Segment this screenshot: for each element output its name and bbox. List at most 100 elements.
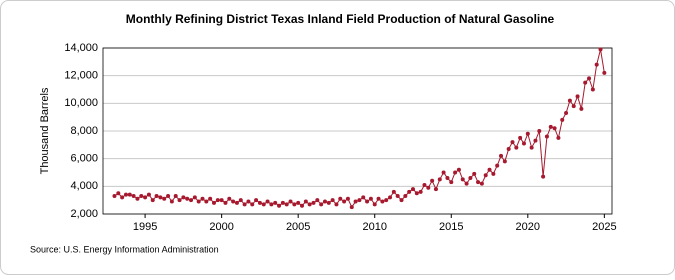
plot-border	[102, 47, 613, 215]
data-point	[495, 163, 500, 168]
data-point	[422, 182, 427, 187]
data-point	[234, 200, 239, 205]
data-point	[430, 178, 435, 183]
data-point	[330, 198, 335, 203]
data-point	[123, 192, 128, 197]
data-point	[433, 187, 438, 192]
data-point	[334, 202, 339, 207]
data-point	[521, 141, 526, 146]
data-point	[185, 196, 190, 201]
data-point	[456, 167, 461, 172]
data-point	[414, 191, 419, 196]
data-point	[472, 171, 477, 176]
data-point	[223, 200, 228, 205]
data-point	[338, 196, 343, 201]
data-point	[445, 176, 450, 181]
data-point	[372, 202, 377, 207]
data-point	[510, 140, 515, 145]
data-point	[587, 76, 592, 81]
data-point	[315, 198, 320, 203]
data-point	[376, 196, 381, 201]
data-point	[590, 87, 595, 92]
data-point	[265, 199, 270, 204]
data-point	[192, 195, 197, 200]
data-point	[437, 177, 442, 182]
data-point	[418, 189, 423, 194]
data-point	[491, 171, 496, 176]
data-point	[544, 134, 549, 139]
data-point	[483, 173, 488, 178]
data-point	[311, 200, 316, 205]
data-point	[181, 195, 186, 200]
data-point	[169, 199, 174, 204]
data-point	[116, 191, 121, 196]
data-point	[288, 199, 293, 204]
data-point	[143, 195, 148, 200]
x-tick-label: 2020	[516, 221, 540, 233]
data-point	[139, 194, 144, 199]
y-tick-label: 14,000	[64, 42, 98, 54]
data-point	[464, 181, 469, 186]
data-point	[449, 180, 454, 185]
data-point	[345, 196, 350, 201]
data-point	[135, 196, 140, 201]
data-point	[319, 202, 324, 207]
data-point	[273, 200, 278, 205]
data-point	[384, 198, 389, 203]
data-point	[567, 98, 572, 103]
data-point	[552, 126, 557, 131]
data-point	[162, 196, 167, 201]
y-tick-label: 10,000	[64, 97, 98, 109]
data-point	[112, 194, 117, 199]
data-point	[594, 62, 599, 67]
x-tick-label: 2005	[286, 221, 310, 233]
data-point	[303, 199, 308, 204]
data-point	[204, 199, 209, 204]
data-point	[529, 145, 534, 150]
data-point	[537, 129, 542, 133]
data-point	[231, 199, 236, 204]
data-point	[525, 131, 530, 136]
data-point	[410, 187, 415, 192]
data-point	[391, 189, 396, 194]
data-point	[307, 202, 312, 207]
data-point	[487, 167, 492, 172]
data-point	[250, 202, 255, 207]
data-point	[131, 194, 136, 199]
data-point	[208, 196, 213, 201]
data-point	[219, 198, 224, 203]
data-point	[349, 205, 354, 210]
data-point	[533, 138, 538, 143]
data-point	[583, 80, 588, 85]
data-point	[215, 198, 220, 203]
data-point	[177, 198, 182, 203]
data-point	[353, 199, 358, 204]
data-point	[227, 196, 232, 201]
data-point	[388, 195, 393, 200]
data-point	[556, 135, 561, 140]
data-point	[246, 199, 251, 204]
data-point	[426, 185, 431, 190]
data-point	[541, 174, 546, 179]
data-point	[518, 135, 523, 140]
data-point	[476, 180, 481, 185]
data-point	[514, 145, 519, 150]
data-point	[300, 203, 305, 208]
y-axis-label: Thousand Barrels	[39, 87, 51, 174]
x-tick-label: 2010	[362, 221, 386, 233]
data-point	[407, 189, 412, 194]
data-point	[238, 198, 243, 203]
data-point	[326, 200, 331, 205]
data-point	[196, 199, 201, 204]
data-point	[166, 194, 171, 199]
data-point	[254, 198, 259, 203]
data-point	[564, 111, 569, 116]
x-tick-label: 2025	[592, 221, 616, 233]
y-tick-label: 2,000	[70, 208, 98, 220]
data-point	[173, 194, 178, 199]
data-point	[380, 199, 385, 204]
data-point	[120, 195, 125, 200]
data-point	[502, 159, 507, 164]
